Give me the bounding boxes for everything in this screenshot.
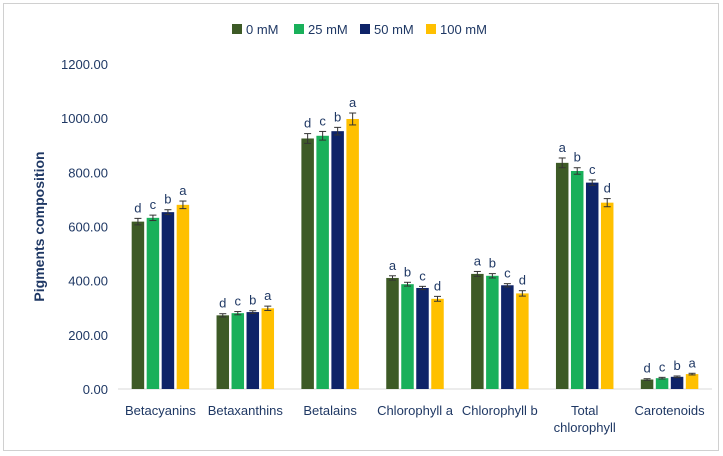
x-category-label: Total	[571, 403, 599, 418]
significance-letter: c	[659, 359, 666, 374]
bar	[246, 312, 260, 389]
bar	[331, 131, 344, 389]
x-category-label: Chlorophyll a	[377, 403, 454, 418]
significance-letter: a	[474, 253, 482, 268]
x-category-label: Betaxanthins	[208, 403, 284, 418]
significance-letter: a	[349, 95, 357, 110]
significance-letter: a	[264, 288, 272, 303]
bar	[516, 293, 529, 389]
bar	[431, 298, 444, 389]
y-tick-label: 1200.00	[61, 57, 108, 72]
bar	[386, 277, 399, 389]
significance-letter: c	[419, 268, 426, 283]
significance-letter: a	[179, 183, 187, 198]
bar	[261, 308, 275, 389]
y-axis-title: Pigments composition	[31, 151, 47, 301]
significance-letter: b	[164, 192, 171, 207]
bar	[146, 217, 160, 389]
legend-label: 50 mM	[374, 22, 414, 37]
y-tick-label: 600.00	[68, 220, 108, 235]
legend-swatch	[294, 24, 304, 34]
chart-frame	[3, 3, 719, 451]
legend-swatch	[426, 24, 436, 34]
significance-letter: d	[219, 296, 226, 311]
bar	[176, 204, 190, 389]
significance-letter: d	[604, 181, 611, 196]
significance-letter: b	[574, 150, 581, 165]
significance-letter: b	[334, 109, 341, 124]
x-category-label: chlorophyll	[554, 420, 616, 435]
x-category-label: Chlorophyll b	[462, 403, 538, 418]
bar	[585, 182, 599, 389]
bar	[640, 379, 654, 389]
significance-letter: a	[559, 140, 567, 155]
significance-letter: d	[304, 116, 311, 131]
x-category-label: Betacyanins	[125, 403, 196, 418]
bar	[471, 273, 484, 389]
significance-letter: c	[504, 266, 511, 281]
significance-letter: a	[389, 258, 397, 273]
bar	[346, 118, 359, 390]
bar	[416, 287, 429, 389]
legend-label: 100 mM	[440, 22, 487, 37]
significance-letter: c	[235, 294, 242, 309]
significance-letter: b	[489, 256, 496, 271]
bar	[685, 374, 699, 389]
x-category-label: Carotenoids	[635, 403, 706, 418]
significance-letter: c	[589, 162, 596, 177]
significance-letter: b	[673, 358, 680, 373]
bar	[501, 285, 514, 389]
x-category-label: Betalains	[303, 403, 357, 418]
significance-letter: b	[249, 293, 256, 308]
legend-swatch	[232, 24, 242, 34]
bar	[301, 138, 314, 389]
significance-letter: d	[519, 273, 526, 288]
significance-letter: c	[319, 113, 326, 128]
significance-letter: d	[134, 200, 141, 215]
y-tick-label: 0.00	[83, 382, 108, 397]
significance-letter: c	[150, 197, 157, 212]
significance-letter: d	[643, 361, 650, 376]
bar	[131, 221, 145, 389]
bar	[655, 378, 669, 389]
y-tick-label: 800.00	[68, 165, 108, 180]
bar	[600, 202, 614, 389]
bar	[670, 376, 684, 389]
bar	[316, 135, 329, 389]
y-tick-label: 400.00	[68, 274, 108, 289]
bar	[486, 275, 499, 389]
significance-letter: a	[688, 355, 696, 370]
legend-swatch	[360, 24, 370, 34]
significance-letter: b	[404, 264, 411, 279]
bar	[216, 315, 230, 389]
bar	[231, 313, 245, 389]
bar	[555, 162, 569, 389]
y-tick-label: 1000.00	[61, 111, 108, 126]
bar	[161, 212, 175, 389]
bar	[570, 170, 584, 389]
y-tick-label: 200.00	[68, 328, 108, 343]
legend-label: 25 mM	[308, 22, 348, 37]
legend-label: 0 mM	[246, 22, 279, 37]
bar	[401, 284, 414, 389]
significance-letter: d	[434, 278, 441, 293]
